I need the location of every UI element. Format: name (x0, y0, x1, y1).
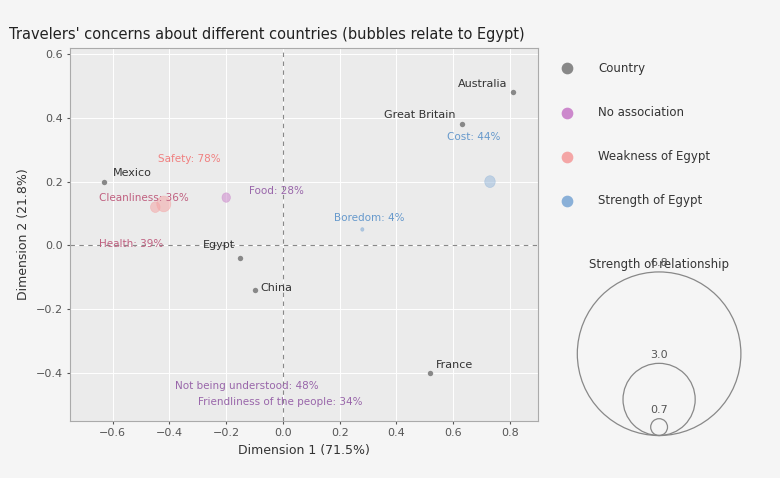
Text: Travelers' concerns about different countries (bubbles relate to Egypt): Travelers' concerns about different coun… (9, 27, 525, 43)
Text: Not being understood: 48%: Not being understood: 48% (176, 380, 319, 391)
Circle shape (222, 193, 230, 202)
Text: France: France (436, 359, 473, 369)
Text: Friendliness of the people: 34%: Friendliness of the people: 34% (198, 397, 363, 406)
Text: Great Britain: Great Britain (385, 109, 456, 120)
X-axis label: Dimension 1 (71.5%): Dimension 1 (71.5%) (238, 444, 370, 457)
Point (424, 369, 437, 377)
Point (248, 286, 261, 294)
Text: Cost: 44%: Cost: 44% (448, 132, 501, 142)
Text: Boredom: 4%: Boredom: 4% (334, 213, 405, 223)
Text: Weakness of Egypt: Weakness of Egypt (598, 150, 710, 163)
Text: Food: 28%: Food: 28% (249, 186, 303, 196)
Text: Strength of Egypt: Strength of Egypt (598, 195, 702, 207)
Text: Safety: 78%: Safety: 78% (158, 154, 221, 164)
Text: Cleanliness: 36%: Cleanliness: 36% (98, 193, 188, 203)
Point (456, 120, 468, 128)
Text: No association: No association (598, 106, 684, 119)
Text: Mexico: Mexico (113, 168, 151, 178)
Text: Health: 39%: Health: 39% (98, 239, 163, 249)
Text: China: China (261, 283, 292, 293)
Text: 0.7: 0.7 (651, 405, 668, 415)
Point (561, 65, 573, 72)
Point (561, 109, 573, 116)
Point (98, 178, 111, 185)
Text: Strength of relationship: Strength of relationship (589, 258, 729, 271)
Point (506, 88, 519, 96)
Point (561, 153, 573, 161)
Text: 6.8: 6.8 (651, 259, 668, 269)
Circle shape (361, 228, 364, 231)
Point (234, 254, 246, 262)
Text: 3.0: 3.0 (651, 350, 668, 360)
Point (561, 197, 573, 205)
Circle shape (484, 176, 495, 187)
Text: Australia: Australia (458, 79, 507, 89)
Circle shape (157, 196, 171, 212)
Circle shape (151, 202, 160, 213)
Text: Country: Country (598, 62, 645, 75)
Y-axis label: Dimension 2 (21.8%): Dimension 2 (21.8%) (17, 168, 30, 300)
Text: Egypt: Egypt (203, 240, 235, 250)
